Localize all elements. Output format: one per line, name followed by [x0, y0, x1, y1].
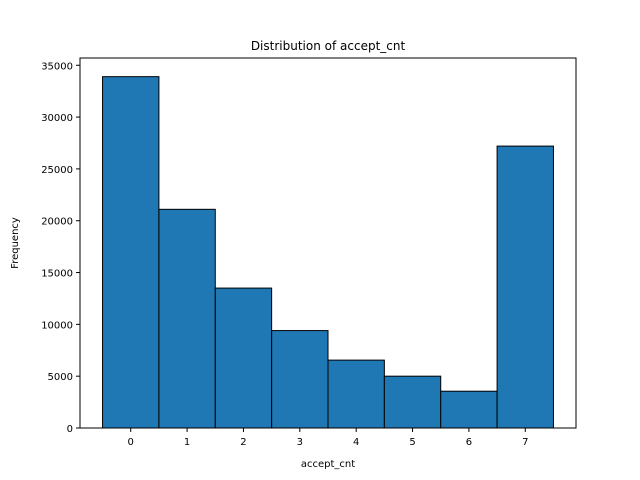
y-tick-label: 35000 [41, 61, 73, 72]
bar-6 [440, 390, 498, 429]
x-axis-label: accept_cnt [301, 459, 355, 470]
bar-2 [214, 287, 273, 429]
x-tick-label: 1 [184, 437, 190, 448]
chart-title: Distribution of accept_cnt [251, 39, 406, 53]
x-axis-ticks: 0 1 2 3 4 5 6 7 [128, 428, 528, 448]
x-tick-label: 7 [522, 437, 528, 448]
y-tick-label: 15000 [41, 269, 73, 280]
y-tick-label: 10000 [41, 320, 73, 331]
y-tick-label: 20000 [41, 217, 73, 228]
y-tick-label: 0 [67, 424, 73, 435]
bar-1 [158, 208, 216, 429]
x-tick-label: 2 [240, 437, 246, 448]
bars-group [102, 76, 554, 429]
bar-3 [271, 330, 329, 429]
x-tick-label: 6 [466, 437, 472, 448]
y-axis-ticks: 0 5000 10000 15000 20000 25000 30000 35000 [41, 61, 80, 435]
bar-0 [102, 76, 160, 429]
y-tick-label: 25000 [41, 165, 73, 176]
x-tick-label: 5 [409, 437, 415, 448]
plot-frame [79, 57, 577, 429]
x-tick-label: 4 [353, 437, 359, 448]
bar-7 [496, 145, 554, 429]
y-tick-label: 5000 [48, 372, 73, 383]
x-tick-label: 3 [297, 437, 303, 448]
bar-4 [327, 359, 385, 429]
y-axis-label: Frequency [10, 217, 21, 269]
bar-5 [383, 375, 442, 429]
y-tick-label: 30000 [41, 113, 73, 124]
x-tick-label: 0 [128, 437, 134, 448]
